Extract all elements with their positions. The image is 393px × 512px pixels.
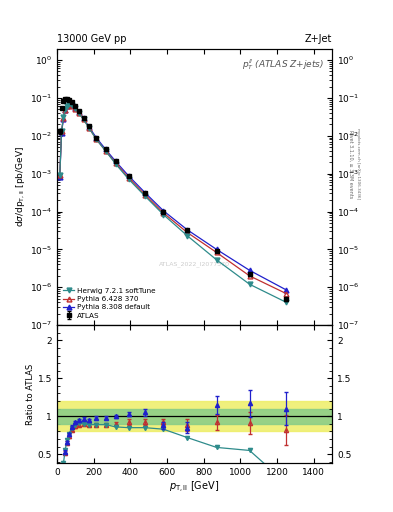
Pythia 6.428 370 <box>284 290 288 296</box>
Legend: Herwig 7.2.1 softTune, Pythia 6.428 370, Pythia 8.308 default, ATLAS: Herwig 7.2.1 softTune, Pythia 6.428 370,… <box>61 285 159 322</box>
Herwig 7.2.1 softTune <box>87 125 92 131</box>
Bar <box>57 409 332 424</box>
Herwig 7.2.1 softTune <box>94 136 99 142</box>
Herwig 7.2.1 softTune <box>63 105 68 112</box>
Pythia 6.428 370 <box>247 273 252 279</box>
Pythia 8.308 default <box>65 103 70 109</box>
Herwig 7.2.1 softTune <box>61 114 66 120</box>
X-axis label: $p_{\rm T,ll}$ [GeV]: $p_{\rm T,ll}$ [GeV] <box>169 480 220 495</box>
Line: Pythia 8.308 default: Pythia 8.308 default <box>57 102 289 292</box>
Pythia 8.308 default <box>66 101 71 108</box>
Pythia 8.308 default <box>69 102 74 108</box>
Pythia 8.308 default <box>61 116 66 122</box>
Pythia 6.428 370 <box>77 110 81 116</box>
Herwig 7.2.1 softTune <box>126 176 131 182</box>
Pythia 8.308 default <box>126 173 131 179</box>
Pythia 8.308 default <box>113 158 118 164</box>
Pythia 6.428 370 <box>126 175 131 181</box>
Pythia 8.308 default <box>77 109 81 115</box>
Pythia 6.428 370 <box>66 102 71 108</box>
Pythia 8.308 default <box>63 106 68 113</box>
Herwig 7.2.1 softTune <box>214 257 219 263</box>
Herwig 7.2.1 softTune <box>161 211 166 218</box>
Herwig 7.2.1 softTune <box>143 193 147 199</box>
Herwig 7.2.1 softTune <box>57 173 62 179</box>
Herwig 7.2.1 softTune <box>69 102 74 109</box>
Herwig 7.2.1 softTune <box>66 101 71 108</box>
Pythia 8.308 default <box>161 208 166 214</box>
Pythia 6.428 370 <box>57 173 62 179</box>
Text: 13000 GeV pp: 13000 GeV pp <box>57 33 127 44</box>
Pythia 8.308 default <box>284 287 288 293</box>
Pythia 6.428 370 <box>214 249 219 255</box>
Pythia 8.308 default <box>185 227 189 233</box>
Herwig 7.2.1 softTune <box>113 161 118 167</box>
Bar <box>57 401 332 432</box>
Pythia 6.428 370 <box>63 107 68 113</box>
Herwig 7.2.1 softTune <box>284 299 288 305</box>
Pythia 6.428 370 <box>113 160 118 166</box>
Herwig 7.2.1 softTune <box>185 232 189 239</box>
Y-axis label: Ratio to ATLAS: Ratio to ATLAS <box>26 364 35 425</box>
Text: $p_T^{ll}$ (ATLAS Z+jets): $p_T^{ll}$ (ATLAS Z+jets) <box>242 57 324 72</box>
Pythia 6.428 370 <box>103 148 108 154</box>
Pythia 6.428 370 <box>81 116 86 122</box>
Pythia 6.428 370 <box>143 191 147 198</box>
Pythia 8.308 default <box>87 124 92 130</box>
Herwig 7.2.1 softTune <box>81 116 86 122</box>
Herwig 7.2.1 softTune <box>247 281 252 287</box>
Pythia 8.308 default <box>81 115 86 121</box>
Pythia 8.308 default <box>214 246 219 252</box>
Text: Rivet 3.1.10, ≥ 3.3M events: Rivet 3.1.10, ≥ 3.3M events <box>348 130 353 198</box>
Text: Z+Jet: Z+Jet <box>305 33 332 44</box>
Text: ATLAS_2022_I2077570: ATLAS_2022_I2077570 <box>159 262 230 267</box>
Text: mcplots.cern.ch [arXiv:1306.3436]: mcplots.cern.ch [arXiv:1306.3436] <box>356 129 360 199</box>
Herwig 7.2.1 softTune <box>103 148 108 154</box>
Pythia 6.428 370 <box>185 229 189 236</box>
Pythia 8.308 default <box>143 189 147 196</box>
Y-axis label: d$\sigma$/dp$_{\rm T,ll}$ [pb/GeV]: d$\sigma$/dp$_{\rm T,ll}$ [pb/GeV] <box>14 146 27 227</box>
Pythia 8.308 default <box>247 267 252 273</box>
Pythia 6.428 370 <box>161 210 166 216</box>
Pythia 8.308 default <box>73 104 78 111</box>
Pythia 6.428 370 <box>65 103 70 110</box>
Pythia 6.428 370 <box>87 125 92 131</box>
Herwig 7.2.1 softTune <box>73 105 78 112</box>
Pythia 8.308 default <box>59 130 64 136</box>
Herwig 7.2.1 softTune <box>65 102 70 109</box>
Pythia 6.428 370 <box>73 105 78 112</box>
Pythia 6.428 370 <box>69 103 74 109</box>
Pythia 6.428 370 <box>59 129 64 135</box>
Pythia 8.308 default <box>94 135 99 141</box>
Line: Herwig 7.2.1 softTune: Herwig 7.2.1 softTune <box>57 102 289 305</box>
Herwig 7.2.1 softTune <box>77 110 81 116</box>
Herwig 7.2.1 softTune <box>59 129 64 135</box>
Pythia 8.308 default <box>57 174 62 180</box>
Pythia 6.428 370 <box>94 136 99 142</box>
Line: Pythia 6.428 370: Pythia 6.428 370 <box>57 102 289 296</box>
Pythia 8.308 default <box>103 146 108 153</box>
Pythia 6.428 370 <box>61 115 66 121</box>
